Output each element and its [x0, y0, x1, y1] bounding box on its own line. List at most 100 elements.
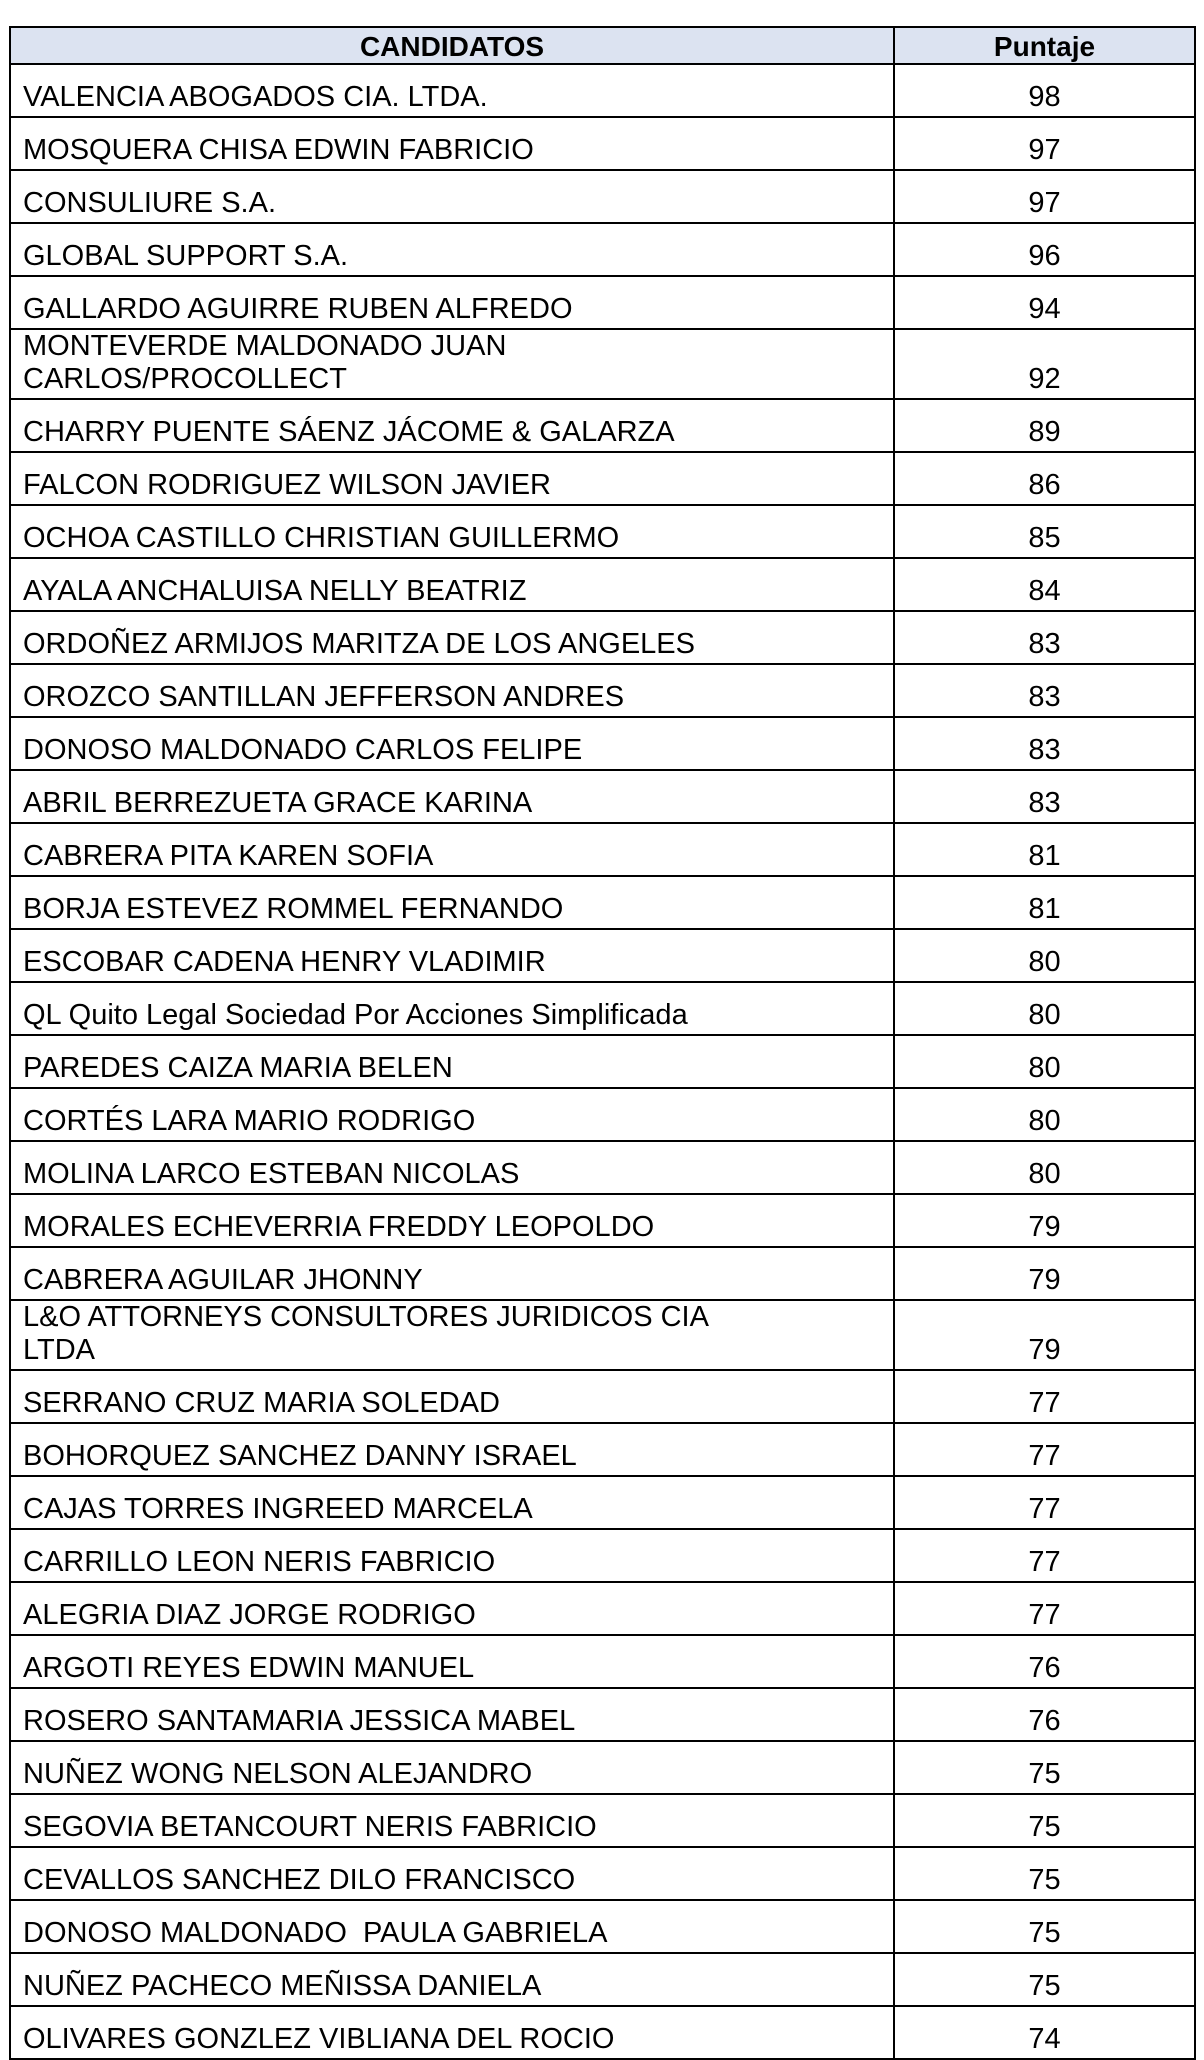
candidate-score: 77 [893, 1475, 1196, 1530]
candidate-name: GLOBAL SUPPORT S.A. [9, 222, 895, 277]
candidate-score: 80 [893, 928, 1196, 983]
table-row: ESCOBAR CADENA HENRY VLADIMIR 80 [9, 928, 1196, 983]
table-row: GALLARDO AGUIRRE RUBEN ALFREDO 94 [9, 275, 1196, 330]
candidate-score: 77 [893, 1422, 1196, 1477]
candidate-score: 86 [893, 451, 1196, 506]
table-row: NUÑEZ WONG NELSON ALEJANDRO 75 [9, 1740, 1196, 1795]
candidate-name: NUÑEZ WONG NELSON ALEJANDRO [9, 1740, 895, 1795]
candidate-score: 79 [893, 1193, 1196, 1248]
candidate-score: 81 [893, 875, 1196, 930]
table-row: SEGOVIA BETANCOURT NERIS FABRICIO 75 [9, 1793, 1196, 1848]
candidate-score: 79 [893, 1299, 1196, 1371]
candidate-name: ALEGRIA DIAZ JORGE RODRIGO [9, 1581, 895, 1636]
candidate-name: NUÑEZ PACHECO MEÑISSA DANIELA [9, 1952, 895, 2007]
candidates-table: CANDIDATOS Puntaje VALENCIA ABOGADOS CIA… [9, 26, 1196, 2060]
candidate-score: 77 [893, 1581, 1196, 1636]
candidate-score: 92 [893, 328, 1196, 400]
candidate-name: ROSERO SANTAMARIA JESSICA MABEL [9, 1687, 895, 1742]
candidate-score: 83 [893, 769, 1196, 824]
table-row: PAREDES CAIZA MARIA BELEN 80 [9, 1034, 1196, 1089]
candidate-name: BOHORQUEZ SANCHEZ DANNY ISRAEL [9, 1422, 895, 1477]
header-candidatos: CANDIDATOS [9, 26, 895, 65]
candidate-name: CABRERA AGUILAR JHONNY [9, 1246, 895, 1301]
candidate-name: CORTÉS LARA MARIO RODRIGO [9, 1087, 895, 1142]
table-row: OCHOA CASTILLO CHRISTIAN GUILLERMO 85 [9, 504, 1196, 559]
table-row: DONOSO MALDONADO PAULA GABRIELA 75 [9, 1899, 1196, 1954]
candidate-score: 81 [893, 822, 1196, 877]
candidate-score: 80 [893, 981, 1196, 1036]
candidate-name: CARRILLO LEON NERIS FABRICIO [9, 1528, 895, 1583]
table-row: L&O ATTORNEYS CONSULTORES JURIDICOS CIA … [9, 1299, 1196, 1371]
candidate-name: VALENCIA ABOGADOS CIA. LTDA. [9, 63, 895, 118]
candidate-name: ORDOÑEZ ARMIJOS MARITZA DE LOS ANGELES [9, 610, 895, 665]
candidate-name: CAJAS TORRES INGREED MARCELA [9, 1475, 895, 1530]
table-row: MOLINA LARCO ESTEBAN NICOLAS 80 [9, 1140, 1196, 1195]
candidate-score: 89 [893, 398, 1196, 453]
candidate-score: 74 [893, 2005, 1196, 2060]
candidate-score: 80 [893, 1034, 1196, 1089]
table-row: SERRANO CRUZ MARIA SOLEDAD 77 [9, 1369, 1196, 1424]
table-row: CORTÉS LARA MARIO RODRIGO 80 [9, 1087, 1196, 1142]
candidate-name: SEGOVIA BETANCOURT NERIS FABRICIO [9, 1793, 895, 1848]
table-row: VALENCIA ABOGADOS CIA. LTDA. 98 [9, 63, 1196, 118]
candidate-score: 76 [893, 1687, 1196, 1742]
candidate-name: OLIVARES GONZLEZ VIBLIANA DEL ROCIO [9, 2005, 895, 2060]
candidate-score: 83 [893, 663, 1196, 718]
candidate-name: L&O ATTORNEYS CONSULTORES JURIDICOS CIA … [9, 1299, 895, 1371]
candidate-score: 75 [893, 1952, 1196, 2007]
candidate-name: GALLARDO AGUIRRE RUBEN ALFREDO [9, 275, 895, 330]
table-row: CHARRY PUENTE SÁENZ JÁCOME & GALARZA 89 [9, 398, 1196, 453]
candidate-name: MOSQUERA CHISA EDWIN FABRICIO [9, 116, 895, 171]
table-header-row: CANDIDATOS Puntaje [9, 26, 1196, 65]
table-row: DONOSO MALDONADO CARLOS FELIPE 83 [9, 716, 1196, 771]
candidate-name: AYALA ANCHALUISA NELLY BEATRIZ [9, 557, 895, 612]
table-row: MONTEVERDE MALDONADO JUAN CARLOS/PROCOLL… [9, 328, 1196, 400]
candidate-score: 80 [893, 1087, 1196, 1142]
candidate-name: ESCOBAR CADENA HENRY VLADIMIR [9, 928, 895, 983]
table-row: FALCON RODRIGUEZ WILSON JAVIER 86 [9, 451, 1196, 506]
table-row: QL Quito Legal Sociedad Por Acciones Sim… [9, 981, 1196, 1036]
table-row: CARRILLO LEON NERIS FABRICIO 77 [9, 1528, 1196, 1583]
table-row: OROZCO SANTILLAN JEFFERSON ANDRES 83 [9, 663, 1196, 718]
candidate-name: MORALES ECHEVERRIA FREDDY LEOPOLDO [9, 1193, 895, 1248]
candidate-score: 83 [893, 716, 1196, 771]
candidate-score: 84 [893, 557, 1196, 612]
candidate-name: MOLINA LARCO ESTEBAN NICOLAS [9, 1140, 895, 1195]
table-body: VALENCIA ABOGADOS CIA. LTDA. 98 MOSQUERA C… [9, 63, 1196, 2060]
candidate-score: 97 [893, 116, 1196, 171]
candidate-score: 75 [893, 1793, 1196, 1848]
table-row: ABRIL BERREZUETA GRACE KARINA 83 [9, 769, 1196, 824]
candidate-score: 98 [893, 63, 1196, 118]
candidate-name: OROZCO SANTILLAN JEFFERSON ANDRES [9, 663, 895, 718]
candidate-name: BORJA ESTEVEZ ROMMEL FERNANDO [9, 875, 895, 930]
table-row: ROSERO SANTAMARIA JESSICA MABEL 76 [9, 1687, 1196, 1742]
candidate-score: 76 [893, 1634, 1196, 1689]
table-row: ORDOÑEZ ARMIJOS MARITZA DE LOS ANGELES 83 [9, 610, 1196, 665]
candidate-name: OCHOA CASTILLO CHRISTIAN GUILLERMO [9, 504, 895, 559]
table-row: AYALA ANCHALUISA NELLY BEATRIZ 84 [9, 557, 1196, 612]
candidate-name: CABRERA PITA KAREN SOFIA [9, 822, 895, 877]
candidate-name: CEVALLOS SANCHEZ DILO FRANCISCO [9, 1846, 895, 1901]
candidate-score: 77 [893, 1528, 1196, 1583]
candidate-score: 75 [893, 1899, 1196, 1954]
candidate-score: 77 [893, 1369, 1196, 1424]
table-row: GLOBAL SUPPORT S.A. 96 [9, 222, 1196, 277]
candidate-score: 97 [893, 169, 1196, 224]
candidate-score: 96 [893, 222, 1196, 277]
header-puntaje: Puntaje [893, 26, 1196, 65]
candidate-score: 83 [893, 610, 1196, 665]
candidate-name: CHARRY PUENTE SÁENZ JÁCOME & GALARZA [9, 398, 895, 453]
table-row: ALEGRIA DIAZ JORGE RODRIGO 77 [9, 1581, 1196, 1636]
table-row: MORALES ECHEVERRIA FREDDY LEOPOLDO 79 [9, 1193, 1196, 1248]
candidate-score: 80 [893, 1140, 1196, 1195]
candidate-score: 79 [893, 1246, 1196, 1301]
candidate-name: DONOSO MALDONADO CARLOS FELIPE [9, 716, 895, 771]
candidate-score: 75 [893, 1846, 1196, 1901]
candidate-name: QL Quito Legal Sociedad Por Acciones Sim… [9, 981, 895, 1036]
candidate-score: 94 [893, 275, 1196, 330]
candidate-name: MONTEVERDE MALDONADO JUAN CARLOS/PROCOLL… [9, 328, 895, 400]
table-row: CONSULIURE S.A. 97 [9, 169, 1196, 224]
candidate-name: CONSULIURE S.A. [9, 169, 895, 224]
candidate-score: 85 [893, 504, 1196, 559]
candidate-name: SERRANO CRUZ MARIA SOLEDAD [9, 1369, 895, 1424]
